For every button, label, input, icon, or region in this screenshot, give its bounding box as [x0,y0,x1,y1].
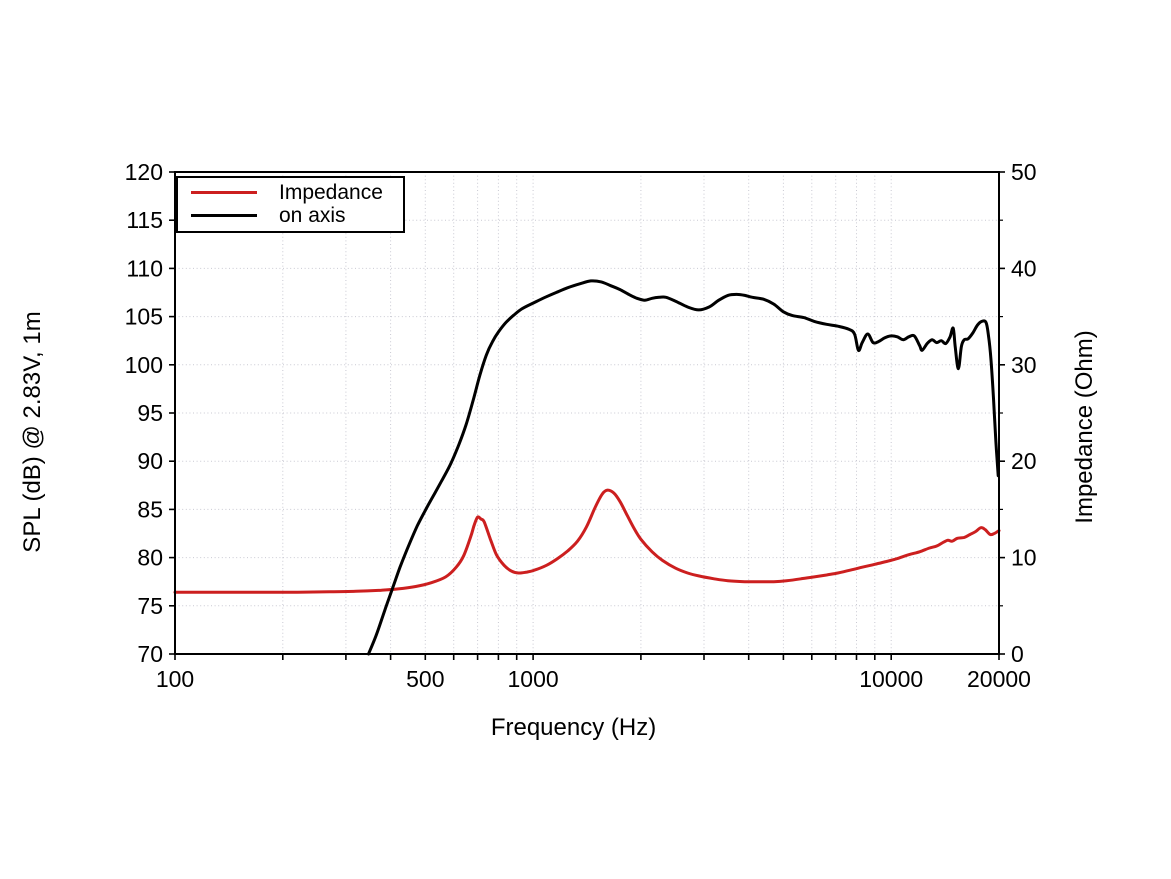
x-axis-title: Frequency (Hz) [0,714,1171,742]
plot-border [174,171,1000,655]
y-tick-label: 110 [126,255,163,281]
y-tick-label: 100 [125,352,163,378]
y2-axis-title-text: Impedance (Ohm) [1071,330,1098,524]
y2-tick-label: 20 [1011,448,1037,474]
legend-row-on-axis: on axis [191,204,391,227]
y-tick-label: 115 [126,207,163,233]
x-tick-label: 100 [156,666,194,692]
y-axis-title: SPL (dB) @ 2.83V, 1m [19,252,47,612]
y-tick-label: 95 [137,400,163,426]
on-axis-line-swatch [191,214,257,217]
legend-label-impedance: Impedance [279,181,383,204]
series-on-axis [367,279,1000,656]
y-tick-label: 85 [137,496,163,522]
y2-tick-label: 0 [1011,641,1024,667]
y-tick-label: 90 [137,448,163,474]
x-tick-label: 1000 [508,666,559,692]
impedance-line-swatch [191,191,257,194]
x-tick-label: 20000 [967,666,1031,692]
y-tick-label: 70 [137,641,163,667]
y-tick-label: 120 [125,159,163,185]
y2-tick-label: 40 [1011,255,1037,281]
y-axis-title-text: SPL (dB) @ 2.83V, 1m [19,311,46,553]
x-tick-label: 500 [406,666,444,692]
series-impedance [173,488,1001,594]
legend-box: Impedance on axis [176,176,405,233]
y-tick-label: 105 [125,304,163,330]
x-axis-title-text: Frequency (Hz) [490,714,657,741]
y-tick-label: 80 [137,545,163,571]
legend-row-impedance: Impedance [191,181,391,204]
x-tick-label: 10000 [859,666,923,692]
y2-tick-label: 10 [1011,545,1037,571]
y-tick-label: 75 [137,593,163,619]
y2-tick-label: 30 [1011,352,1037,378]
y2-tick-label: 50 [1011,159,1037,185]
y2-axis-title: Impedance (Ohm) [1071,247,1099,607]
legend-label-on-axis: on axis [279,204,346,227]
